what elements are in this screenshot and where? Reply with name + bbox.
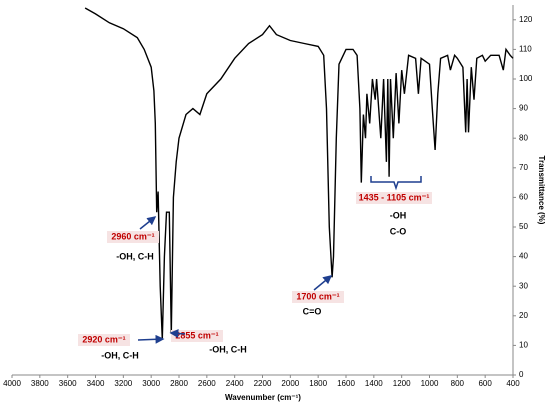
x-tick-label: 2400 bbox=[226, 379, 244, 388]
x-tick-label: 3200 bbox=[114, 379, 132, 388]
y-tick-label: 30 bbox=[519, 281, 528, 290]
annotation-peak: 2960 cm⁻¹ bbox=[111, 231, 154, 241]
annotation-arrow bbox=[313, 275, 333, 291]
y-tick-label: 90 bbox=[519, 104, 528, 113]
annotation-bg bbox=[107, 231, 159, 243]
y-tick-label: 80 bbox=[519, 133, 528, 142]
annotation-peak: 1435 - 1105 cm⁻¹ bbox=[359, 192, 430, 202]
x-tick-label: 4000 bbox=[3, 379, 21, 388]
x-tick-label: 800 bbox=[451, 379, 465, 388]
annotation-bg bbox=[78, 334, 130, 346]
annotation-group: C=O bbox=[303, 306, 322, 316]
x-tick-label: 400 bbox=[506, 379, 520, 388]
y-tick-label: 60 bbox=[519, 193, 528, 202]
y-axis-title: Transmittance (%) bbox=[537, 156, 546, 225]
annotation-arrow bbox=[169, 329, 186, 339]
y-tick-label: 100 bbox=[519, 74, 533, 83]
annotation-arrow bbox=[137, 334, 165, 344]
y-tick-label: 40 bbox=[519, 252, 528, 261]
x-tick-label: 2200 bbox=[254, 379, 272, 388]
x-tick-label: 1800 bbox=[309, 379, 327, 388]
y-tick-label: 70 bbox=[519, 163, 528, 172]
annotation-peak: 1700 cm⁻¹ bbox=[296, 291, 339, 301]
x-tick-label: 2800 bbox=[170, 379, 188, 388]
annotation-peak: 2920 cm⁻¹ bbox=[82, 334, 125, 344]
y-tick-label: 0 bbox=[519, 370, 524, 379]
annotation-peak: 2855 cm⁻¹ bbox=[175, 330, 218, 340]
spectrum-line bbox=[84, 7, 514, 340]
x-tick-label: 1000 bbox=[421, 379, 439, 388]
y-tick-label: 10 bbox=[519, 341, 528, 350]
x-tick-label: 2600 bbox=[198, 379, 216, 388]
x-tick-label: 3600 bbox=[59, 379, 77, 388]
annotation-group: C-O bbox=[390, 226, 407, 236]
y-tick-label: 120 bbox=[519, 15, 533, 24]
annotation-arrow bbox=[139, 216, 157, 230]
annotation-bg bbox=[292, 291, 344, 303]
x-tick-label: 3000 bbox=[142, 379, 160, 388]
annotation-group: -OH, C-H bbox=[209, 344, 247, 354]
annotation-group: -OH, C-H bbox=[101, 350, 139, 360]
annotation-bg bbox=[171, 330, 223, 342]
x-tick-label: 1400 bbox=[365, 379, 383, 388]
x-tick-label: 3400 bbox=[87, 379, 105, 388]
x-tick-label: 2000 bbox=[281, 379, 299, 388]
y-tick-label: 110 bbox=[519, 45, 532, 54]
annotation-group: -OH bbox=[390, 210, 407, 220]
x-tick-label: 1600 bbox=[337, 379, 355, 388]
brace bbox=[370, 176, 422, 191]
y-tick-label: 20 bbox=[519, 311, 528, 320]
x-tick-label: 1200 bbox=[393, 379, 411, 388]
y-tick-label: 50 bbox=[519, 222, 528, 231]
annotation-bg bbox=[356, 192, 432, 204]
x-tick-label: 600 bbox=[478, 379, 492, 388]
annotation-group: -OH, C-H bbox=[116, 251, 154, 261]
x-axis-title: Wavenumber (cm⁻¹) bbox=[225, 393, 301, 402]
x-tick-label: 3800 bbox=[31, 379, 49, 388]
